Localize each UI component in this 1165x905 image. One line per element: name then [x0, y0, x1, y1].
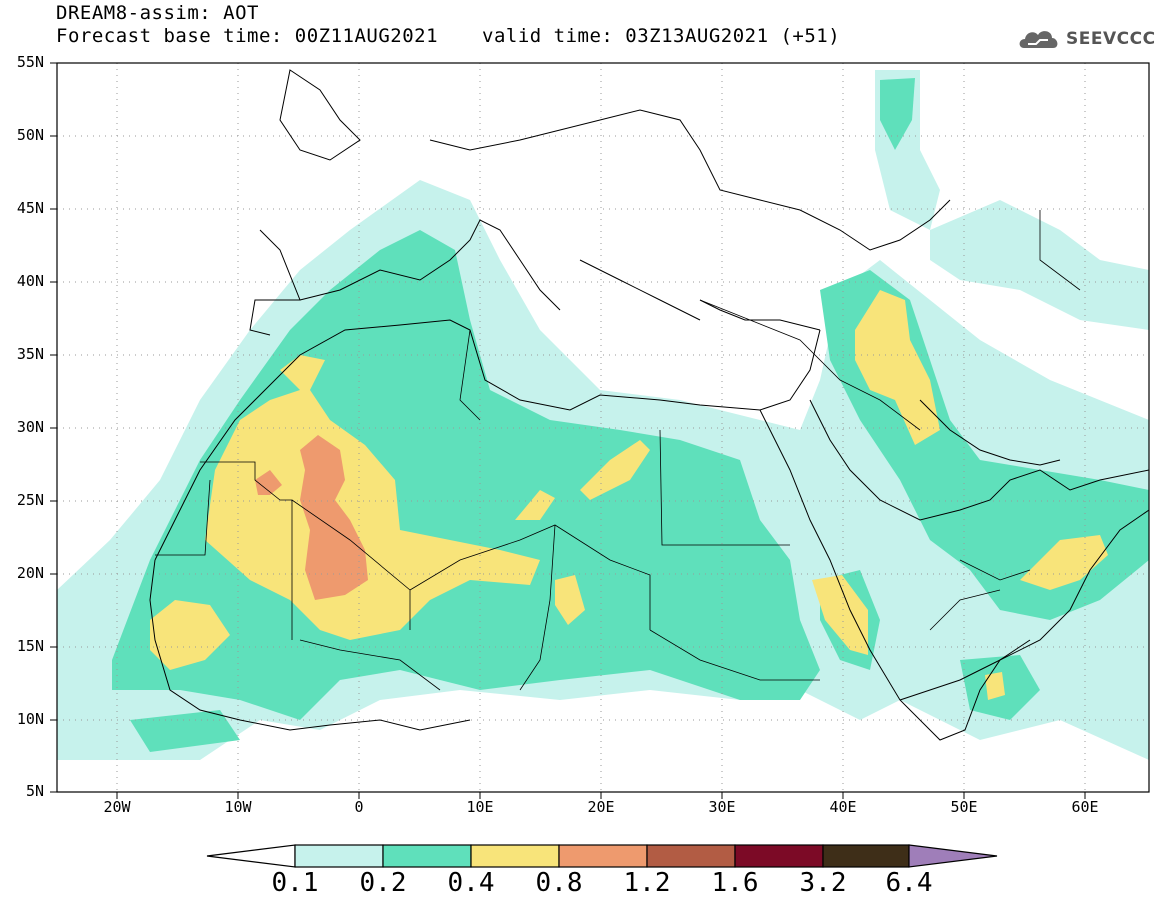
x-tick-label: 10E — [466, 798, 494, 816]
y-tick-label: 55N — [16, 53, 44, 71]
colorbar-above-arrow — [908, 844, 998, 868]
x-tick-label: 20W — [103, 798, 131, 816]
colorbar-swatch-2 — [470, 844, 560, 868]
colorbar-label: 3.2 — [799, 868, 847, 898]
map-title: DREAM8-assim: AOT — [56, 2, 259, 24]
y-tick-label: 5N — [25, 782, 44, 800]
colorbar-swatch-4 — [646, 844, 736, 868]
colorbar-swatch-0 — [294, 844, 384, 868]
forecast-base-time: Forecast base time: 00Z11AUG2021 — [56, 25, 439, 47]
y-tick-label: 15N — [16, 637, 44, 655]
axis-ticks — [50, 62, 1086, 799]
coastlines — [149, 69, 1149, 741]
colorbar-label: 0.2 — [359, 868, 407, 898]
colorbar-label: 0.1 — [271, 868, 319, 898]
colorbar-label: 0.8 — [535, 868, 583, 898]
y-tick-label: 35N — [16, 345, 44, 363]
x-tick-label: 50E — [950, 798, 978, 816]
valid-time: valid time: 03Z13AUG2021 (+51) — [482, 25, 841, 47]
y-tick-label: 50N — [16, 126, 44, 144]
x-tick-label: 30E — [708, 798, 736, 816]
colorbar-swatch-6 — [822, 844, 910, 868]
y-tick-label: 30N — [16, 418, 44, 436]
y-tick-label: 20N — [16, 564, 44, 582]
colorbar-below-arrow — [206, 844, 296, 868]
colorbar-label: 1.2 — [623, 868, 671, 898]
colorbar-label: 0.4 — [447, 868, 495, 898]
x-tick-label: 10W — [224, 798, 252, 816]
graticule — [57, 63, 1149, 792]
x-tick-label: 20E — [587, 798, 615, 816]
colorbar-swatch-3 — [558, 844, 648, 868]
logo-text: SEEVCCC — [1066, 29, 1156, 49]
x-tick-label: 40E — [829, 798, 857, 816]
colorbar-label: 6.4 — [885, 868, 933, 898]
y-tick-label: 40N — [16, 272, 44, 290]
aot-level-0.8 — [255, 435, 368, 600]
colorbar-swatch-1 — [382, 844, 472, 868]
colorbar-label: 1.6 — [711, 868, 759, 898]
y-tick-label: 45N — [16, 199, 44, 217]
aot-level-0.4 — [150, 290, 1108, 700]
y-tick-label: 25N — [16, 491, 44, 509]
colorbar-swatch-5 — [734, 844, 824, 868]
x-tick-label: 0 — [354, 798, 364, 816]
y-tick-label: 10N — [16, 710, 44, 728]
colorbar — [206, 844, 998, 868]
cloud-logo-icon — [1019, 31, 1058, 48]
x-tick-label: 60E — [1071, 798, 1099, 816]
borders — [155, 210, 1081, 691]
